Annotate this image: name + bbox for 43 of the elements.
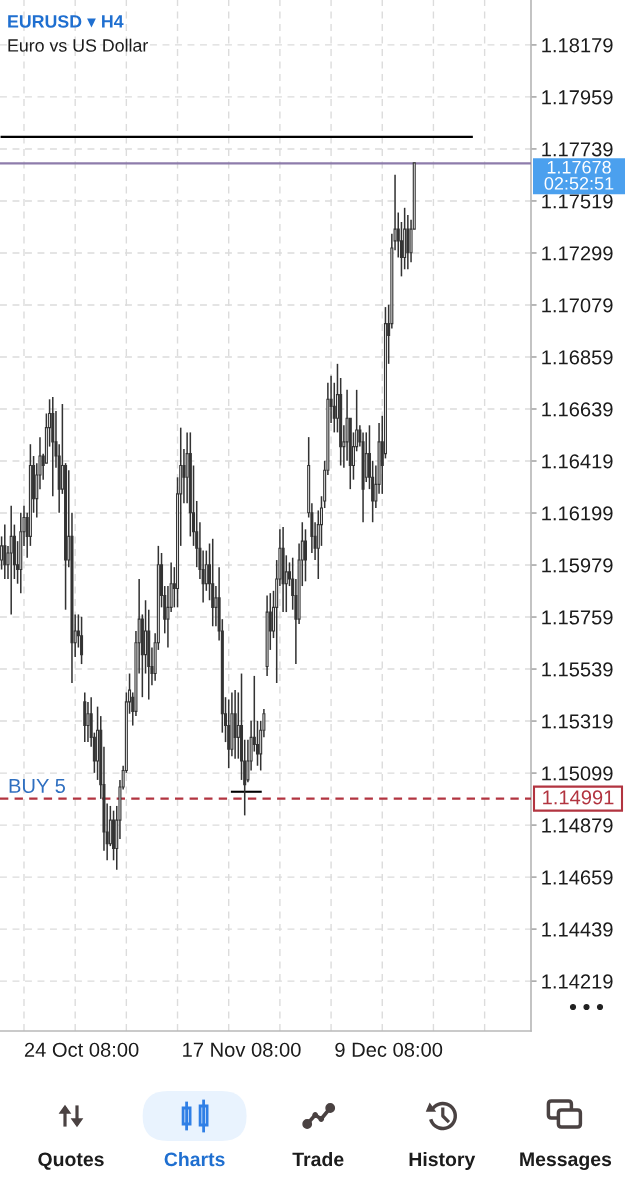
candlestick xyxy=(236,691,240,760)
candlestick xyxy=(80,616,84,665)
y-tick-label: 1.17519 xyxy=(542,194,613,209)
y-tick-label: 1.14659 xyxy=(542,870,613,885)
ref-line-label: 1.17678 02:52:51 xyxy=(544,160,614,190)
y-tick-label: 1.16639 xyxy=(542,402,613,417)
text: Quotes xyxy=(38,1152,104,1170)
y-tick-label: 1.14219 xyxy=(542,974,613,989)
text: History xyxy=(409,1151,476,1171)
y-tick-label: 1.15759 xyxy=(542,610,613,625)
candlestick xyxy=(227,698,231,769)
y-tick-label: 1.17959 xyxy=(542,90,613,105)
candlestick xyxy=(406,214,410,271)
y-tick-label: 1.15539 xyxy=(542,662,613,677)
candlestick xyxy=(144,599,148,675)
candlestick xyxy=(3,523,7,580)
x-tick-label: 17 Nov 08:00 xyxy=(183,1042,301,1057)
text: Messages xyxy=(520,1152,612,1171)
candlestick xyxy=(303,528,307,583)
y-tick-label: 1.16859 xyxy=(542,350,613,365)
y-tick-label: 1.16419 xyxy=(542,454,613,469)
y-tick-label: 1.14879 xyxy=(542,818,613,833)
x-tick-label: 24 Oct 08:00 xyxy=(24,1042,139,1057)
candlestick xyxy=(83,691,87,743)
ref-line-label: BUY 5 xyxy=(9,778,66,794)
y-tick-label: 1.15979 xyxy=(542,558,613,573)
candlestick xyxy=(9,504,13,616)
candlestick xyxy=(211,538,215,628)
y-tick-label: 1.15099 xyxy=(542,766,613,781)
y-tick-label: 1.14439 xyxy=(542,922,613,937)
y-tick-label: 1.16199 xyxy=(542,506,613,521)
y-tick-label: 1.17079 xyxy=(542,298,613,313)
y-tick-label: 1.18179 xyxy=(542,38,613,53)
candlestick xyxy=(0,535,4,571)
x-tick-label: 9 Dec 08:00 xyxy=(335,1042,443,1057)
text: Euro vs US Dollar xyxy=(8,38,148,52)
y-tick-label: 1.17739 xyxy=(542,142,613,157)
text: 1.14991 xyxy=(543,790,614,805)
text: EURUSD ▾ H4 xyxy=(8,15,124,28)
y-tick-label: 1.17299 xyxy=(542,246,613,261)
text: Charts xyxy=(164,1151,225,1167)
y-tick-label: 1.15319 xyxy=(542,714,613,729)
text: Trade xyxy=(292,1151,344,1167)
